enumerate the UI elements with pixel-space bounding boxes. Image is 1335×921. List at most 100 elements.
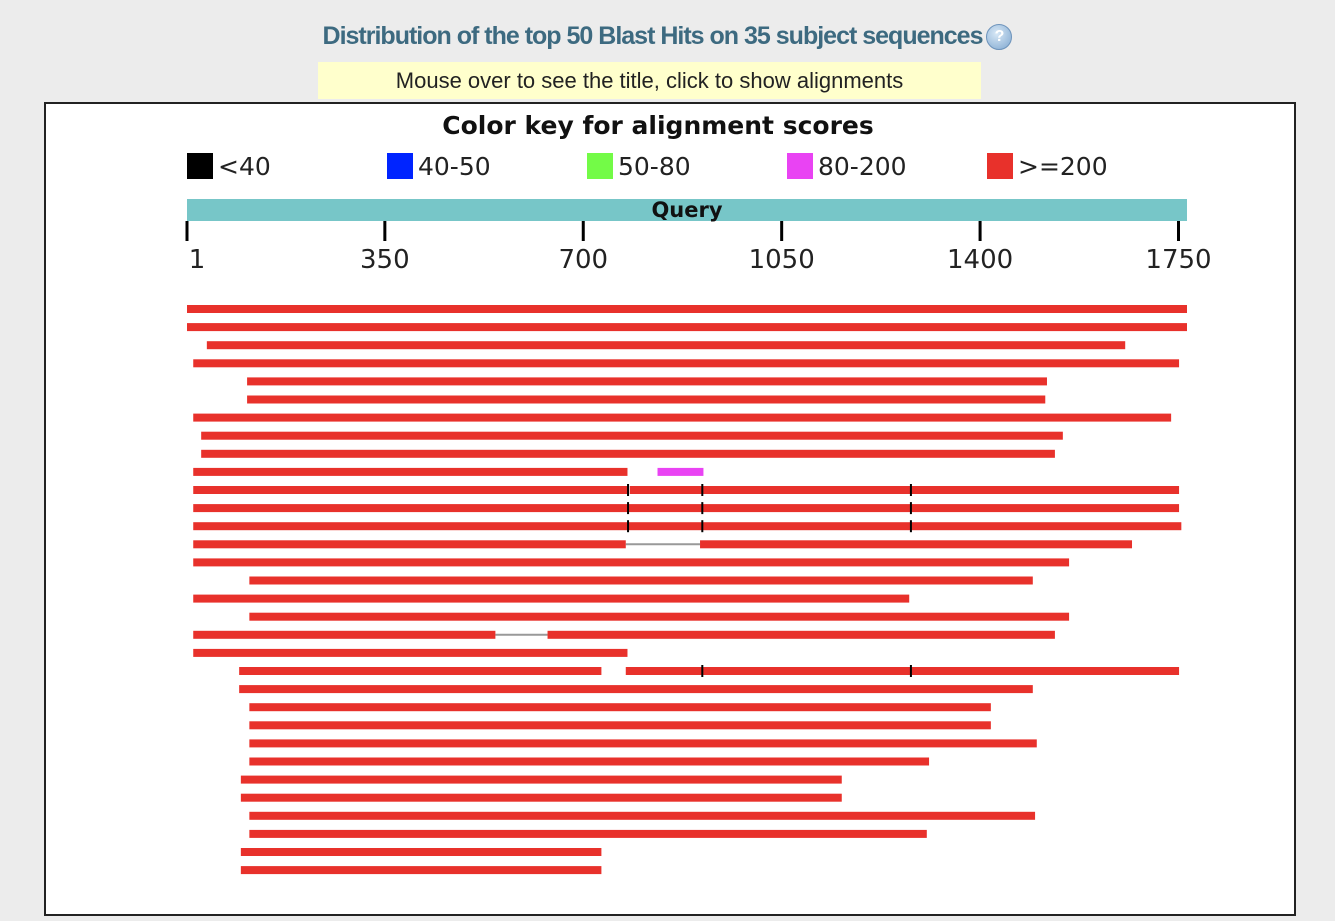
hit-boundary-mark [627, 502, 630, 515]
hit-row[interactable] [247, 395, 1046, 404]
hit-segment[interactable] [193, 504, 1180, 513]
hit-row[interactable] [201, 449, 1055, 458]
axis-tick-label: 1 [189, 245, 206, 275]
hit-segment[interactable] [187, 305, 1187, 313]
hit-segment[interactable] [193, 630, 496, 639]
hit-segment[interactable] [193, 467, 628, 476]
hit-row[interactable] [193, 413, 1172, 422]
hit-row[interactable] [201, 431, 1063, 440]
hit-row[interactable] [239, 665, 1180, 677]
axis-tick-label: 350 [360, 245, 410, 275]
hit-segment[interactable] [547, 630, 1055, 639]
query-label: Query [651, 198, 722, 222]
hit-segment[interactable] [249, 757, 930, 766]
hit-row[interactable] [193, 502, 1180, 515]
chart-title: Distribution of the top 50 Blast Hits on… [0, 22, 1335, 51]
question-icon[interactable]: ? [986, 24, 1013, 51]
hit-segment[interactable] [240, 793, 842, 802]
axis-tick-label: 1400 [947, 245, 1013, 275]
query-bar [187, 199, 1187, 221]
query-bar-group: Query [187, 198, 1187, 222]
hit-boundary-mark [909, 520, 912, 533]
hit-segment[interactable] [249, 829, 927, 838]
hit-segment[interactable] [240, 866, 602, 875]
hit-row[interactable] [249, 703, 991, 712]
hit-boundary-mark [909, 484, 912, 496]
hit-segment[interactable] [193, 648, 628, 657]
hit-segment[interactable] [193, 413, 1172, 422]
hit-segment[interactable] [193, 594, 910, 603]
hit-segment[interactable] [249, 739, 1037, 748]
axis-tick [383, 221, 387, 241]
hit-row[interactable] [249, 811, 1036, 820]
hit-segment[interactable] [249, 612, 1070, 621]
axis-tick-label: 700 [558, 245, 608, 275]
legend-label: 40-50 [418, 152, 491, 181]
hit-row[interactable] [249, 612, 1070, 621]
hit-segment[interactable] [249, 703, 991, 712]
hit-segment[interactable] [240, 848, 602, 856]
hit-segment[interactable] [239, 685, 1033, 694]
hit-row[interactable] [239, 685, 1033, 694]
hit-segment[interactable] [201, 431, 1063, 440]
hit-row[interactable] [193, 359, 1180, 368]
axis-tick-label: 1050 [749, 245, 815, 275]
hit-row[interactable] [193, 540, 1133, 549]
hit-boundary-mark [909, 665, 912, 677]
hit-row[interactable] [206, 341, 1126, 350]
hit-segment[interactable] [193, 540, 626, 549]
query-axis: 1 350 700 1050 1400 1750 [185, 221, 1212, 275]
legend-label: <40 [218, 152, 271, 181]
hit-boundary-mark [627, 520, 630, 533]
hit-segment[interactable] [193, 486, 629, 494]
hit-row[interactable] [249, 721, 991, 730]
hit-segment[interactable] [193, 522, 1182, 531]
hit-row[interactable] [193, 630, 1055, 639]
hit-segment[interactable] [629, 486, 1180, 494]
hit-boundary-mark [701, 665, 704, 677]
hit-segment[interactable] [657, 467, 704, 476]
hit-row[interactable] [249, 829, 927, 838]
legend-swatch [587, 153, 613, 179]
hit-segment[interactable] [247, 395, 1046, 404]
hit-segment[interactable] [201, 449, 1055, 458]
legend-label: 80-200 [818, 152, 907, 181]
hit-row[interactable] [240, 775, 842, 784]
hit-segment[interactable] [625, 667, 1180, 675]
hit-row[interactable] [187, 323, 1187, 332]
hit-segment[interactable] [700, 540, 1133, 549]
hit-segment[interactable] [187, 323, 1187, 332]
hit-row[interactable] [240, 793, 842, 802]
alignment-chart: Color key for alignment scores <40 40-50 5… [185, 111, 1212, 875]
legend-swatch [987, 153, 1013, 179]
hit-segment[interactable] [193, 558, 1070, 567]
hit-segment[interactable] [206, 341, 1126, 350]
hit-row[interactable] [193, 520, 1182, 533]
hit-segment[interactable] [239, 667, 602, 675]
hit-row[interactable] [187, 305, 1187, 313]
hit-row[interactable] [193, 648, 628, 657]
hit-row[interactable] [249, 739, 1037, 748]
hit-row[interactable] [193, 484, 1180, 496]
axis-tick [185, 221, 189, 241]
hit-segment[interactable] [249, 811, 1036, 820]
hit-boundary-mark [701, 502, 704, 515]
hit-segment[interactable] [247, 377, 1047, 386]
hit-segment[interactable] [249, 721, 991, 730]
hit-row[interactable] [240, 848, 602, 856]
axis-tick-label: 1750 [1145, 245, 1211, 275]
hit-segment[interactable] [193, 359, 1180, 368]
hit-row[interactable] [240, 866, 602, 875]
hit-row[interactable] [249, 757, 930, 766]
hit-row[interactable] [193, 558, 1070, 567]
hit-row[interactable] [193, 594, 910, 603]
hit-segment[interactable] [249, 576, 1033, 585]
legend-swatch [387, 153, 413, 179]
hits-group [187, 305, 1187, 875]
hit-segment[interactable] [240, 775, 842, 784]
axis-tick [1176, 221, 1180, 241]
hit-boundary-mark [627, 484, 630, 496]
hit-row[interactable] [193, 467, 704, 476]
hit-row[interactable] [247, 377, 1047, 386]
hit-row[interactable] [249, 576, 1033, 585]
